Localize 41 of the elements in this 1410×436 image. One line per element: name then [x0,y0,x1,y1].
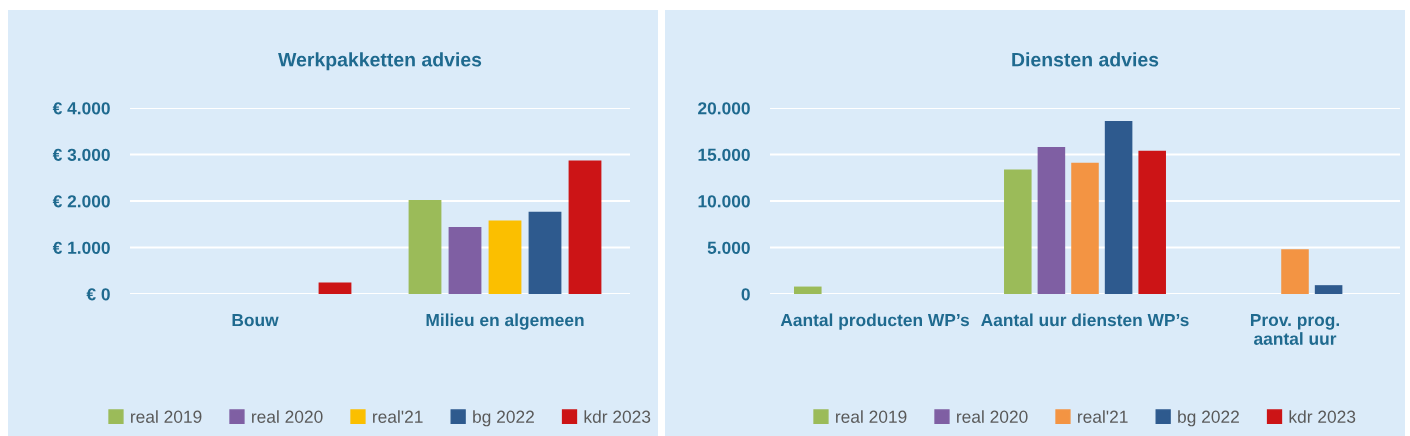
bar [1037,147,1066,294]
x-tick-label: Milieu en algemeen [426,313,584,330]
bar [1138,150,1166,294]
y-tick-label: 0 [741,288,750,301]
legend-label: real'21 [373,410,423,423]
bar [1104,121,1133,294]
bar [488,220,522,294]
chart-title: Werkpakketten advies [278,52,482,71]
y-tick-label: € 4.000 [52,102,110,115]
bar [408,200,442,294]
x-tick-label: Aantal uur diensten WP’s [981,313,1189,327]
y-tick-label: € 0 [86,288,110,301]
y-tick-label: 5.000 [707,241,750,254]
bar [1314,285,1343,294]
legend-label: real 2019 [131,410,202,423]
y-tick-label: € 2.000 [52,195,110,208]
legend-label: kdr 2023 [584,410,651,423]
bar [1004,169,1032,294]
chart-title: Diensten advies [1012,52,1159,67]
legend-label: real 2019 [836,410,907,423]
y-tick-label: 15.000 [698,148,750,161]
legend-label: real'21 [1078,410,1128,423]
bar [448,227,482,294]
bar [528,211,562,294]
legend-label: real 2020 [252,410,323,423]
x-tick-label: Prov. prog. aantal uur [1250,314,1339,345]
y-tick-label: 20.000 [698,102,750,115]
bar [1071,162,1099,294]
legend-label: real 2020 [957,410,1028,423]
y-tick-label: 10.000 [698,195,750,208]
x-tick-label: Bouw [232,314,279,327]
bar [318,282,352,294]
legend-label: bg 2022 [1178,410,1239,427]
x-tick-label: Aantal producten WP’s [780,313,969,330]
legend-label: bg 2022 [473,410,534,427]
bar [794,286,822,294]
legend-label: kdr 2023 [1289,410,1356,423]
y-tick-label: € 3.000 [52,148,110,161]
bar [1281,249,1309,294]
bar [568,160,602,294]
y-tick-label: € 1.000 [52,241,110,254]
